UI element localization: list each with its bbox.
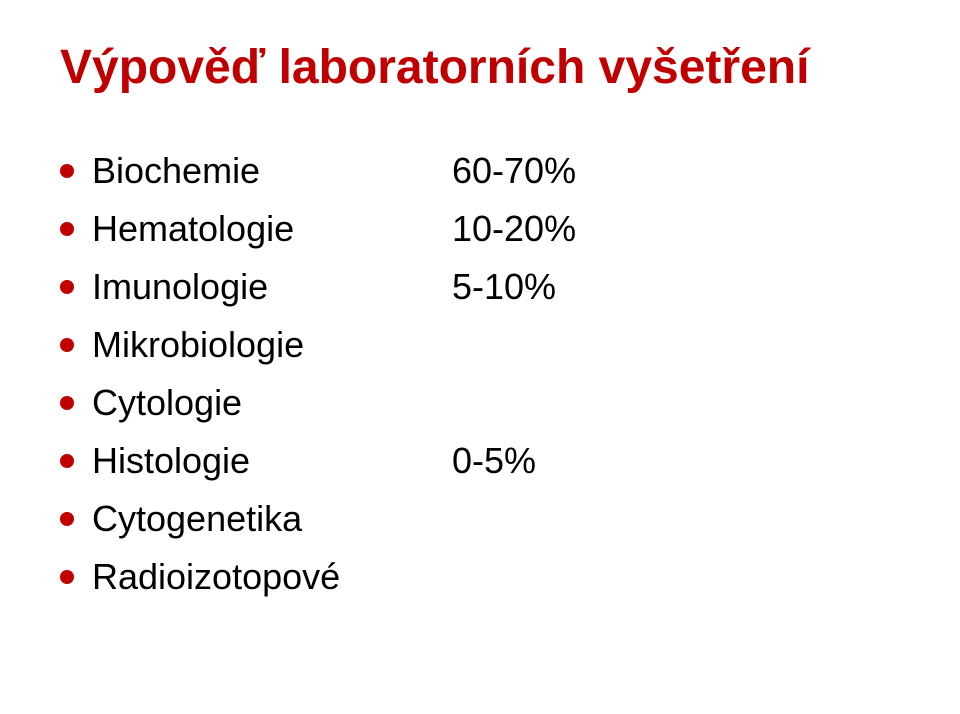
item-label: Biochemie bbox=[92, 150, 452, 192]
bullet-icon bbox=[60, 338, 74, 352]
item-value: 0-5% bbox=[452, 440, 536, 482]
slide: Výpověď laboratorních vyšetření Biochemi… bbox=[0, 0, 960, 714]
item-label: Radioizotopové bbox=[92, 556, 452, 598]
item-label: Hematologie bbox=[92, 208, 452, 250]
bullet-icon bbox=[60, 164, 74, 178]
list-item: Mikrobiologie bbox=[60, 324, 900, 366]
bullet-icon bbox=[60, 396, 74, 410]
list-item: Imunologie 5-10% bbox=[60, 266, 900, 308]
item-label: Cytogenetika bbox=[92, 498, 452, 540]
list-item: Hematologie 10-20% bbox=[60, 208, 900, 250]
bullet-icon bbox=[60, 222, 74, 236]
bullet-icon bbox=[60, 570, 74, 584]
bullet-icon bbox=[60, 454, 74, 468]
list-item: Histologie 0-5% bbox=[60, 440, 900, 482]
item-value: 60-70% bbox=[452, 150, 576, 192]
item-label: Histologie bbox=[92, 440, 452, 482]
item-value: 10-20% bbox=[452, 208, 576, 250]
item-label: Cytologie bbox=[92, 382, 452, 424]
item-value: 5-10% bbox=[452, 266, 556, 308]
list-item: Cytologie bbox=[60, 382, 900, 424]
bullet-list: Biochemie 60-70% Hematologie 10-20% Imun… bbox=[60, 150, 900, 614]
item-label: Mikrobiologie bbox=[92, 324, 452, 366]
list-item: Biochemie 60-70% bbox=[60, 150, 900, 192]
bullet-icon bbox=[60, 512, 74, 526]
bullet-icon bbox=[60, 280, 74, 294]
list-item: Radioizotopové bbox=[60, 556, 900, 598]
slide-title: Výpověď laboratorních vyšetření bbox=[60, 40, 809, 95]
item-label: Imunologie bbox=[92, 266, 452, 308]
list-item: Cytogenetika bbox=[60, 498, 900, 540]
